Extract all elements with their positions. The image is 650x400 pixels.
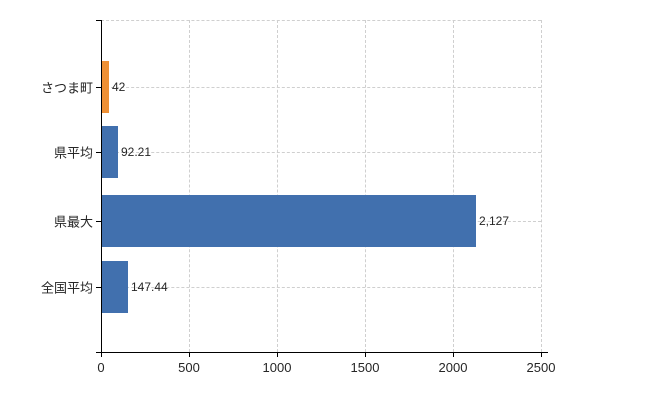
vertical-gridline bbox=[541, 20, 542, 352]
x-axis-tick bbox=[541, 352, 542, 357]
category-label: 県最大 bbox=[53, 214, 93, 230]
bar-value-label: 2,127 bbox=[479, 214, 510, 228]
horizontal-gridline bbox=[101, 152, 541, 153]
x-tick-label: 1500 bbox=[350, 360, 380, 375]
bar bbox=[102, 195, 476, 247]
y-axis-tick bbox=[96, 221, 101, 222]
vertical-gridline bbox=[189, 20, 190, 352]
x-tick-label: 2000 bbox=[438, 360, 468, 375]
x-tick-label: 2500 bbox=[526, 360, 556, 375]
x-tick-label: 500 bbox=[178, 360, 200, 375]
y-axis-tick bbox=[96, 87, 101, 88]
x-axis-tick bbox=[453, 352, 454, 357]
y-axis-tick bbox=[96, 152, 101, 153]
x-axis-tick bbox=[189, 352, 190, 357]
bar bbox=[102, 126, 118, 178]
vertical-gridline bbox=[365, 20, 366, 352]
x-axis-tick bbox=[101, 352, 102, 357]
vertical-gridline bbox=[277, 20, 278, 352]
vertical-gridline bbox=[453, 20, 454, 352]
horizontal-gridline bbox=[101, 20, 541, 21]
category-label: さつま町 bbox=[40, 80, 93, 96]
x-tick-label: 1000 bbox=[262, 360, 292, 375]
horizontal-gridline bbox=[101, 87, 541, 88]
bar-value-label: 147.44 bbox=[131, 280, 168, 294]
horizontal-gridline bbox=[101, 287, 541, 288]
bar bbox=[102, 61, 109, 113]
category-label: 県平均 bbox=[53, 145, 93, 161]
bar bbox=[102, 261, 128, 313]
x-tick-label: 0 bbox=[97, 360, 105, 375]
y-axis-tick bbox=[96, 287, 101, 288]
category-label: 全国平均 bbox=[40, 280, 93, 296]
x-axis-tick bbox=[365, 352, 366, 357]
bar-value-label: 42 bbox=[112, 80, 126, 94]
y-axis-line bbox=[101, 20, 102, 352]
x-axis-tick bbox=[277, 352, 278, 357]
bar-value-label: 92.21 bbox=[121, 145, 152, 159]
y-axis-tick bbox=[96, 20, 101, 21]
x-axis-line bbox=[96, 352, 548, 353]
